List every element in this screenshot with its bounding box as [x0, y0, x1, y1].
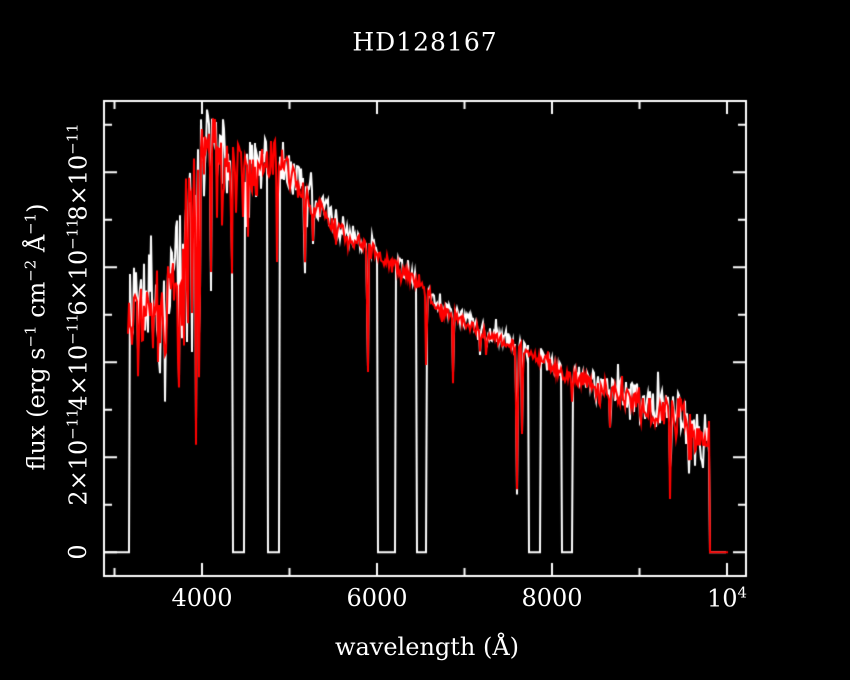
x-tick-label: 6000: [346, 584, 407, 612]
y-tick-label: 6×10−11: [64, 219, 93, 316]
label-text: 6×10: [64, 249, 93, 316]
label-superscript: −1: [21, 212, 40, 235]
y-tick-label: 4×10−11: [64, 314, 93, 411]
label-text: 2×10: [64, 439, 93, 506]
label-text: Å: [22, 234, 51, 260]
label-superscript: 4: [737, 583, 748, 602]
label-text: ): [22, 203, 51, 213]
label-superscript: −1: [21, 325, 40, 348]
y-tick-label: 2×10−11: [64, 409, 93, 506]
label-superscript: −11: [63, 218, 82, 250]
x-axis-title: wavelength (Å): [334, 633, 520, 661]
label-text: cm: [22, 281, 51, 326]
label-text: 8000: [521, 584, 583, 612]
plot-title: HD128167: [352, 27, 498, 57]
label-superscript: −11: [63, 123, 82, 155]
label-superscript: −2: [21, 259, 40, 282]
x-tick-label: 104: [707, 584, 747, 613]
x-tick-label: 8000: [521, 584, 582, 612]
y-tick-label: 8×10−11: [64, 124, 93, 221]
y-axis-title: flux (erg s−1 cm−2 Å−1): [22, 204, 51, 471]
label-text: 6000: [346, 584, 408, 612]
label-text: 8×10: [64, 154, 93, 221]
y-tick-label: 0: [64, 545, 92, 560]
label-text: 4×10: [64, 344, 93, 411]
label-text: 0: [64, 544, 92, 560]
label-text: 4000: [171, 584, 233, 612]
label-text: flux (erg s: [22, 347, 51, 471]
label-superscript: −11: [63, 408, 82, 440]
x-tick-label: 4000: [171, 584, 232, 612]
label-text: 10: [706, 584, 738, 613]
label-superscript: −11: [63, 313, 82, 345]
